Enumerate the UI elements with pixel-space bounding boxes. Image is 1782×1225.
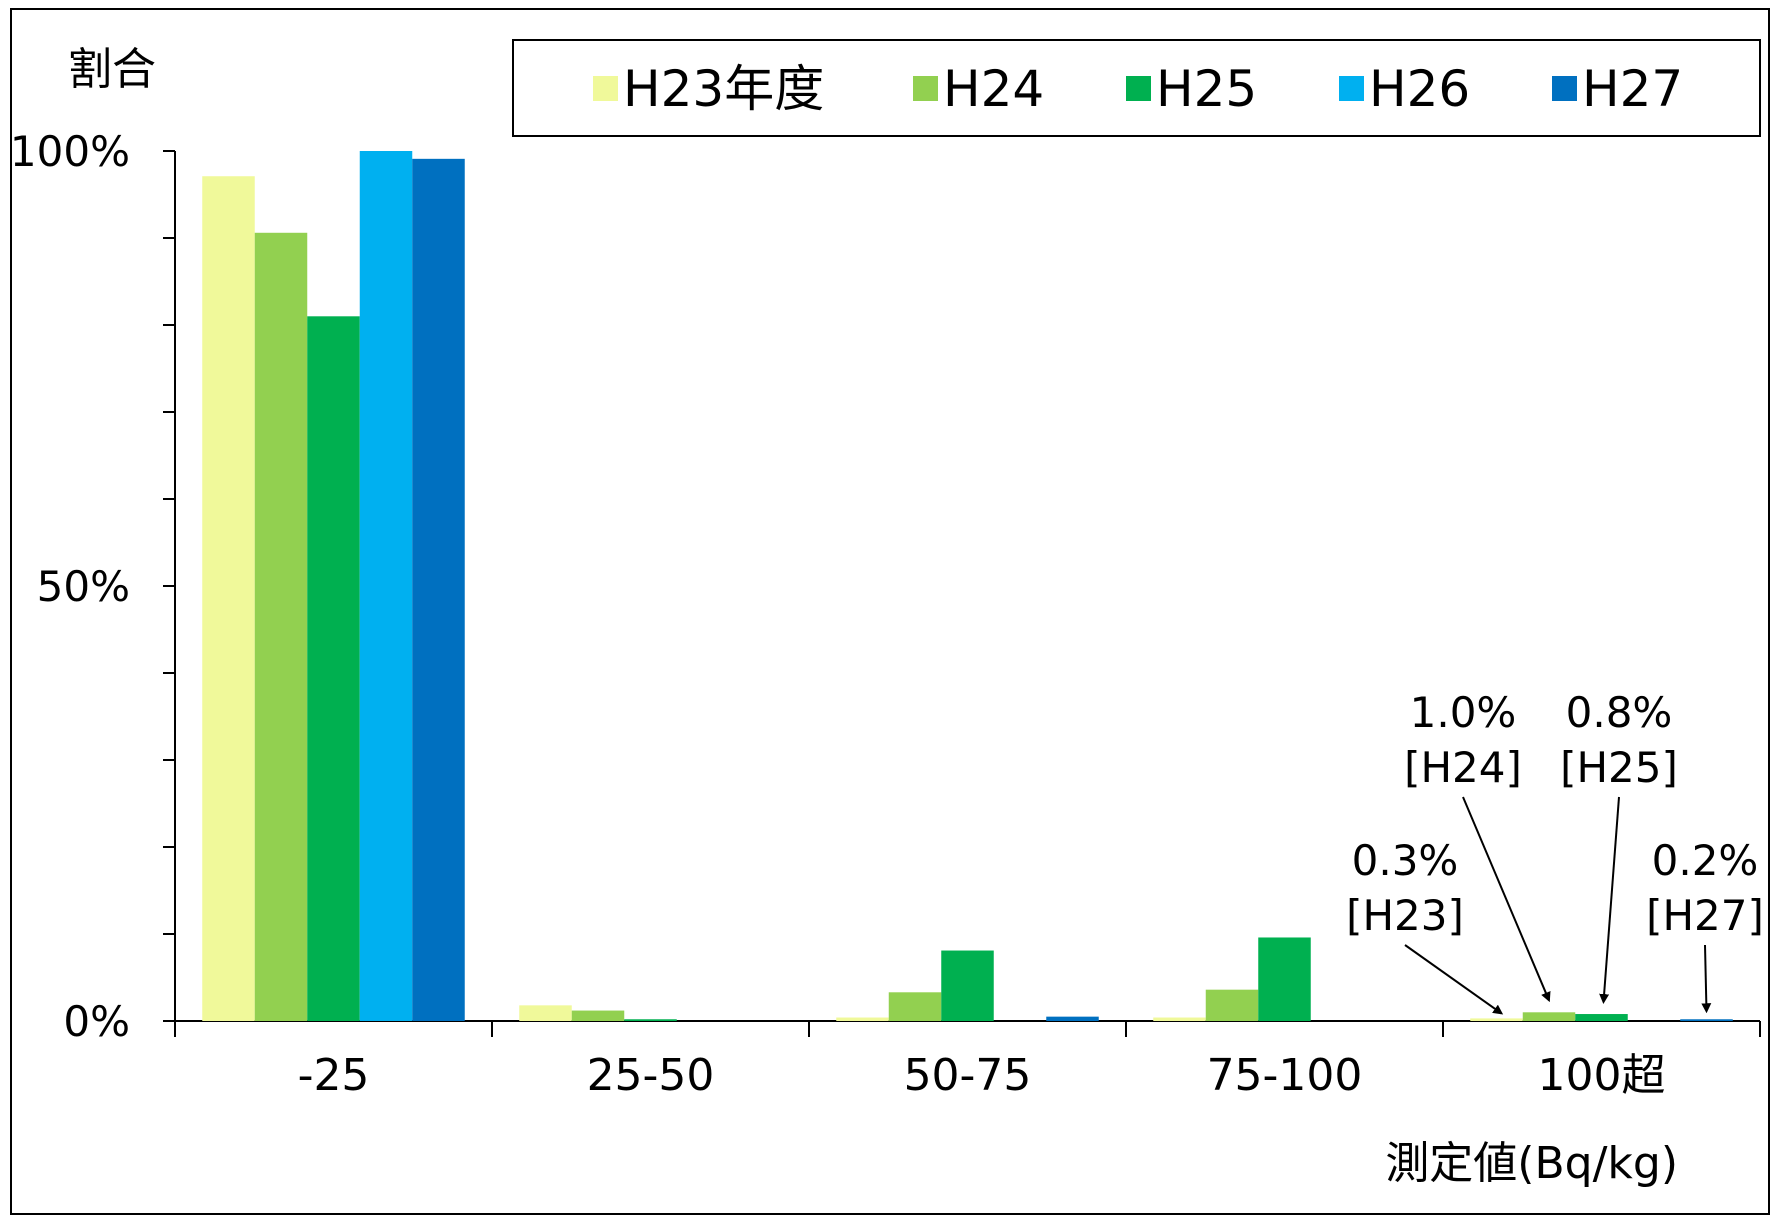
bar (1205, 989, 1259, 1021)
category-label: 100超 (1538, 1050, 1666, 1101)
annotation-arrow (1599, 796, 1620, 1005)
y-tick-label: 0% (63, 997, 130, 1046)
annotation-value: 0.2% (1652, 836, 1759, 885)
bar (359, 151, 413, 1021)
legend-swatch (1339, 76, 1364, 101)
y-tick-label: 100% (10, 127, 130, 176)
annotation-series: [H27] (1646, 891, 1764, 940)
annotation-value: 0.3% (1352, 836, 1459, 885)
legend-swatch (1552, 76, 1577, 101)
legend-swatch (1126, 76, 1151, 101)
bar (571, 1010, 625, 1021)
bar (307, 316, 360, 1021)
bar (888, 992, 942, 1021)
annotation-series: [H23] (1346, 891, 1464, 940)
annotation-arrow (1404, 944, 1504, 1015)
annotation-value: 0.8% (1566, 688, 1673, 737)
category-label: -25 (298, 1050, 370, 1101)
y-tick-label: 50% (37, 562, 130, 611)
annotation-arrow (1701, 944, 1712, 1014)
annotation-series: [H24] (1404, 743, 1522, 792)
bar (1046, 1016, 1099, 1021)
annotation-series: [H25] (1560, 743, 1678, 792)
bar (412, 158, 465, 1021)
bar (254, 232, 308, 1021)
bar (1153, 1017, 1206, 1021)
legend-label: H25 (1156, 60, 1257, 118)
bar (1258, 937, 1311, 1021)
annotation-value: 1.0% (1410, 688, 1517, 737)
category-label: 25-50 (587, 1050, 715, 1101)
bar (519, 1005, 572, 1021)
bars (202, 151, 1733, 1022)
x-axis-title: 測定値(Bq/kg) (1385, 1138, 1678, 1189)
legend: H23年度 H24 H25 H26 H27 (512, 39, 1761, 137)
bar (836, 1017, 889, 1021)
category-label: 50-75 (904, 1050, 1032, 1101)
annotations: 0.3% [H23] 1.0% [H24] 0.8% [H25] 0.2% [H27] (1346, 688, 1764, 1015)
bar (941, 950, 994, 1021)
legend-label: H24 (943, 60, 1044, 118)
y-axis-title: 割合 (68, 44, 156, 95)
legend-swatch (593, 76, 618, 101)
bar (1522, 1012, 1576, 1021)
bar (1680, 1019, 1733, 1021)
bar (202, 176, 255, 1022)
legend-label: H26 (1369, 60, 1470, 118)
labels: 0% 50% 100% -25 25-50 50-75 75-100 100超 (10, 127, 1666, 1101)
bar (1470, 1018, 1523, 1021)
bar (624, 1019, 677, 1021)
legend-label: H23年度 (623, 60, 824, 118)
legend-swatch (913, 76, 938, 101)
category-label: 75-100 (1207, 1050, 1363, 1101)
annotation-arrow (1462, 796, 1551, 1003)
legend-label: H27 (1582, 60, 1683, 118)
bar (1575, 1014, 1628, 1021)
